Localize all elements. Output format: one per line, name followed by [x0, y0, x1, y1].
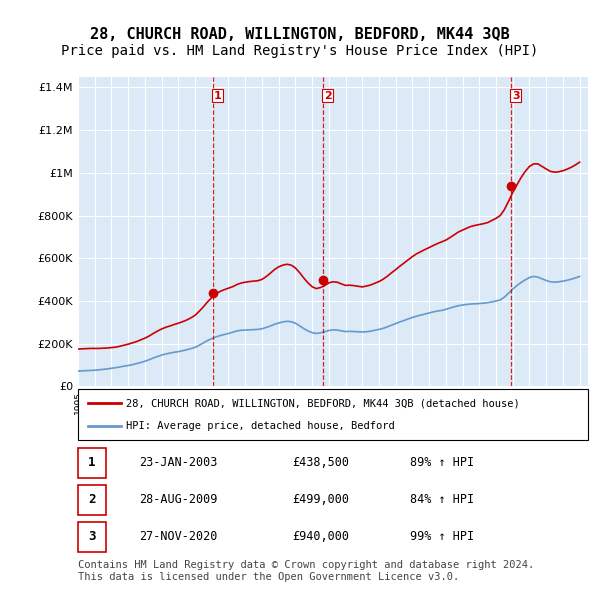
Text: 1: 1	[214, 91, 221, 101]
Text: 1: 1	[88, 456, 96, 469]
Text: £499,000: £499,000	[292, 493, 349, 506]
FancyBboxPatch shape	[78, 485, 106, 515]
Text: 2: 2	[324, 91, 332, 101]
Text: 84% ↑ HPI: 84% ↑ HPI	[409, 493, 473, 506]
Text: £940,000: £940,000	[292, 530, 349, 543]
Text: HPI: Average price, detached house, Bedford: HPI: Average price, detached house, Bedf…	[127, 421, 395, 431]
Text: 27-NOV-2020: 27-NOV-2020	[139, 530, 218, 543]
Text: Price paid vs. HM Land Registry's House Price Index (HPI): Price paid vs. HM Land Registry's House …	[61, 44, 539, 58]
FancyBboxPatch shape	[78, 389, 588, 440]
Text: Contains HM Land Registry data © Crown copyright and database right 2024.
This d: Contains HM Land Registry data © Crown c…	[78, 560, 534, 582]
Text: 28, CHURCH ROAD, WILLINGTON, BEDFORD, MK44 3QB (detached house): 28, CHURCH ROAD, WILLINGTON, BEDFORD, MK…	[127, 398, 520, 408]
Text: 3: 3	[88, 530, 96, 543]
Text: 89% ↑ HPI: 89% ↑ HPI	[409, 456, 473, 469]
Text: £438,500: £438,500	[292, 456, 349, 469]
Text: 3: 3	[512, 91, 520, 101]
Text: 28-AUG-2009: 28-AUG-2009	[139, 493, 218, 506]
Text: 99% ↑ HPI: 99% ↑ HPI	[409, 530, 473, 543]
Text: 23-JAN-2003: 23-JAN-2003	[139, 456, 218, 469]
FancyBboxPatch shape	[78, 448, 106, 478]
Text: 2: 2	[88, 493, 96, 506]
Text: 28, CHURCH ROAD, WILLINGTON, BEDFORD, MK44 3QB: 28, CHURCH ROAD, WILLINGTON, BEDFORD, MK…	[90, 27, 510, 41]
FancyBboxPatch shape	[78, 522, 106, 552]
